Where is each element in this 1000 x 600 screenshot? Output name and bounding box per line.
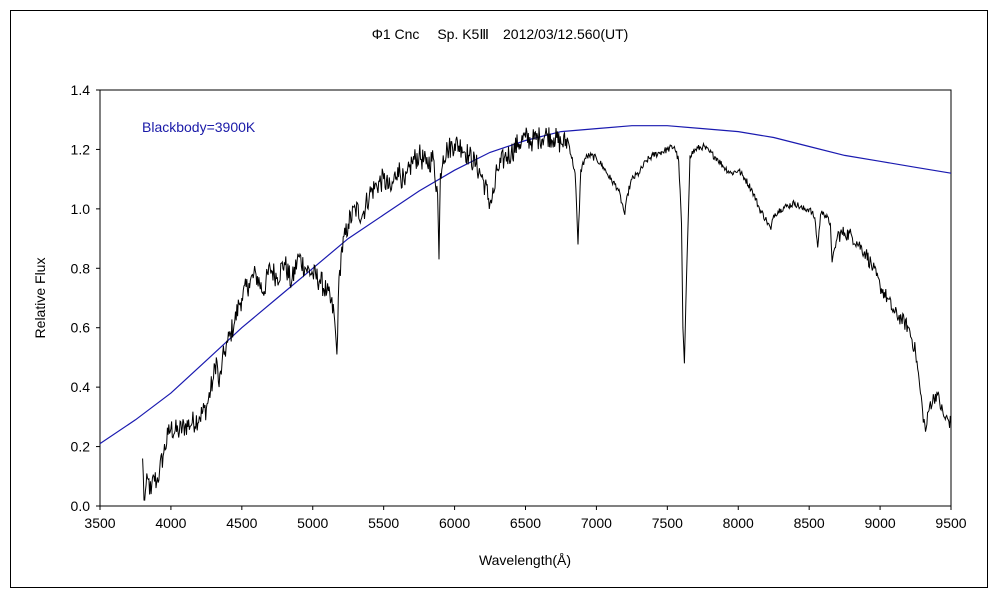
x-tick-label: 9000 xyxy=(865,515,896,531)
x-axis: 3500 4000 4500 5000 5500 6000 6500 7000 7500 8000… xyxy=(84,506,967,531)
x-tick-label: 8500 xyxy=(794,515,825,531)
y-tick-label: 0.4 xyxy=(71,379,91,395)
plot-area xyxy=(99,89,952,507)
x-tick-label: 3500 xyxy=(84,515,115,531)
x-tick-label: 9500 xyxy=(935,515,966,531)
y-tick-label: 1.0 xyxy=(71,201,91,217)
chart-frame xyxy=(10,10,988,588)
y-axis-label: Relative Flux xyxy=(32,258,48,339)
x-tick-label: 4500 xyxy=(226,515,257,531)
x-tick-label: 5500 xyxy=(368,515,399,531)
x-tick-label: 4000 xyxy=(155,515,186,531)
x-tick-label: 5000 xyxy=(297,515,328,531)
x-tick-label: 6000 xyxy=(439,515,470,531)
y-tick-label: 0.6 xyxy=(71,320,91,336)
y-tick-label: 1.4 xyxy=(71,82,91,98)
chart-title: Φ1 Cnc Sp. K5Ⅲ 2012/03/12.560(UT) xyxy=(372,26,629,42)
x-tick-label: 7000 xyxy=(581,515,612,531)
y-axis: 0.0 0.2 0.4 0.6 0.8 1.0 1.2 1.4 xyxy=(71,82,100,514)
x-tick-label: 7500 xyxy=(652,515,683,531)
blackbody-annotation: Blackbody=3900K xyxy=(142,119,256,135)
series-line-blackbody xyxy=(99,125,952,445)
y-tick-label: 0.2 xyxy=(71,439,91,455)
series-line-spectrum xyxy=(142,127,952,501)
x-tick-label: 8000 xyxy=(723,515,754,531)
x-tick-label: 6500 xyxy=(510,515,541,531)
x-axis-label: Wavelength(Å) xyxy=(479,552,571,568)
y-tick-label: 0.0 xyxy=(71,498,91,514)
y-tick-label: 1.2 xyxy=(71,141,91,157)
y-tick-label: 0.8 xyxy=(71,260,91,276)
